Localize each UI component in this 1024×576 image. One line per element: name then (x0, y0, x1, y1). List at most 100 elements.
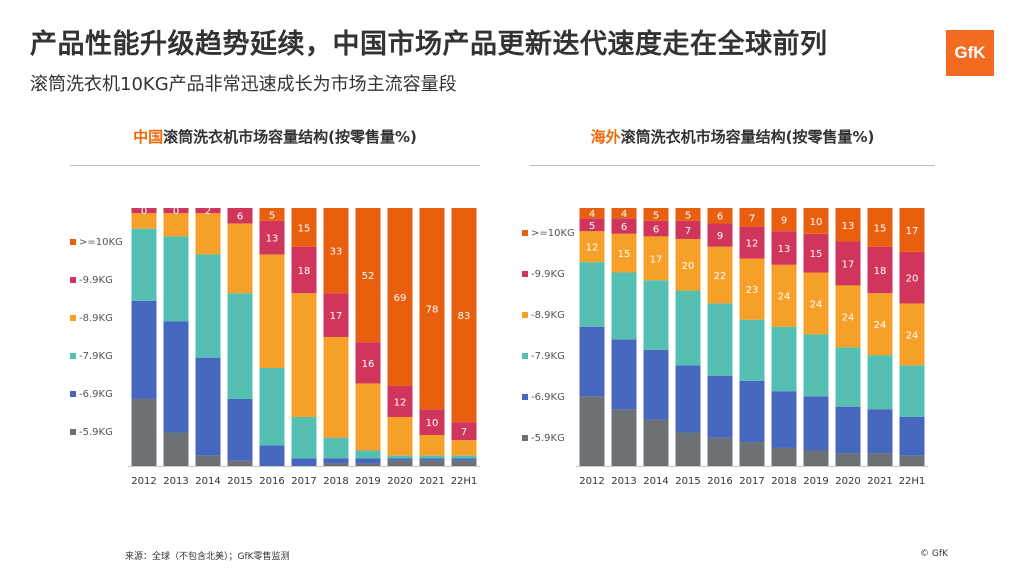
china-legend-label: -6.9KG (79, 389, 113, 400)
overseas-bar-segment (611, 208, 637, 219)
overseas-data-label: 12 (586, 243, 599, 254)
overseas-data-label: 4 (621, 209, 627, 220)
overseas-bar-segment (803, 450, 829, 466)
overseas-bar-segment (771, 208, 797, 232)
china-bar-segment (387, 386, 413, 417)
overseas-bar-segment (675, 290, 701, 366)
china-bar-segment (163, 236, 189, 322)
overseas-data-label: 5 (685, 210, 691, 221)
china-bar-segment (419, 455, 445, 459)
china-bar-segment (131, 398, 157, 466)
overseas-legend-swatch (522, 312, 528, 318)
china-bar-segment (227, 223, 253, 294)
overseas-data-label: 6 (621, 222, 627, 233)
overseas-bar-segment (707, 208, 733, 224)
overseas-data-label: 12 (746, 239, 759, 250)
overseas-x-tick-label: 2020 (835, 476, 860, 487)
china-legend-swatch (70, 429, 76, 435)
china-bar-segment (355, 463, 381, 466)
overseas-bar-segment (771, 231, 797, 265)
overseas-bar-segment (803, 272, 829, 335)
china-bar-segment (419, 460, 445, 466)
overseas-bar-segment (899, 251, 925, 304)
overseas-bar-segment (675, 238, 701, 291)
overseas-data-label: 15 (810, 249, 823, 260)
overseas-x-tick-label: 22H1 (899, 476, 926, 487)
china-data-label: 5 (269, 210, 275, 221)
china-x-tick-label: 22H1 (451, 476, 478, 487)
china-bar-segment (227, 208, 253, 224)
overseas-data-label: 18 (874, 266, 887, 277)
china-bar-segment (419, 208, 445, 410)
overseas-bar-segment (835, 285, 861, 348)
china-x-tick-label: 2021 (419, 476, 444, 487)
china-legend-label: -7.9KG (79, 351, 113, 362)
china-x-tick-label: 2016 (259, 476, 284, 487)
china-legend-swatch (70, 239, 76, 245)
overseas-bar-segment (867, 409, 893, 454)
china-bar-segment (195, 455, 221, 466)
overseas-bar-segment (707, 223, 733, 247)
china-legend-label: -9.9KG (79, 275, 113, 286)
china-data-label: 0 (141, 206, 147, 217)
overseas-bar-segment (707, 375, 733, 438)
overseas-legend-swatch (522, 230, 528, 236)
china-bar-segment (227, 398, 253, 461)
china-data-label: 6 (237, 212, 243, 223)
china-bar-segment (227, 460, 253, 466)
china-bar-segment (451, 422, 477, 441)
china-data-label: 16 (362, 359, 375, 370)
china-bar-segment (259, 445, 285, 466)
china-x-tick-label: 2014 (195, 476, 220, 487)
overseas-data-label: 17 (842, 259, 855, 270)
china-data-label: 69 (394, 293, 407, 304)
china-bar-segment (323, 437, 349, 459)
overseas-bar-segment (835, 208, 861, 242)
china-x-tick-label: 2018 (323, 476, 348, 487)
china-bar-segment (451, 458, 477, 461)
overseas-data-label: 15 (618, 249, 631, 260)
china-bar-segment (355, 458, 381, 464)
overseas-legend-label: -5.9KG (531, 433, 565, 444)
china-bar-segment (131, 208, 157, 214)
china-bar-segment (355, 450, 381, 459)
overseas-x-tick-label: 2012 (579, 476, 604, 487)
overseas-data-label: 5 (589, 221, 595, 232)
source-note: 来源：全球（不包含北美）；GfK零售监测 (125, 552, 290, 562)
china-x-tick-label: 2013 (163, 476, 188, 487)
overseas-bar-segment (835, 406, 861, 454)
overseas-data-label: 7 (685, 226, 691, 237)
overseas-bar-segment (899, 365, 925, 417)
overseas-bar-segment (835, 453, 861, 466)
overseas-bar-segment (803, 233, 829, 273)
overseas-legend-label: -7.9KG (531, 351, 565, 362)
overseas-legend-label: >=10KG (531, 228, 575, 239)
overseas-bar-segment (643, 220, 669, 237)
overseas-bar-segment (579, 262, 605, 327)
china-data-label: 83 (458, 311, 471, 322)
overseas-x-tick-label: 2017 (739, 476, 764, 487)
overseas-data-label: 9 (717, 231, 723, 242)
overseas-x-tick-label: 2016 (707, 476, 732, 487)
china-bar-segment (291, 208, 317, 247)
china-bar-segment (323, 208, 349, 294)
china-bar-segment (131, 213, 157, 229)
china-bar-segment (291, 416, 317, 459)
china-data-label: 12 (394, 398, 407, 409)
china-bar-segment (419, 409, 445, 436)
overseas-bar-segment (611, 339, 637, 410)
china-bar-segment (355, 383, 381, 451)
overseas-bar-segment (611, 272, 637, 340)
overseas-x-tick-label: 2019 (803, 476, 828, 487)
overseas-bar-segment (899, 455, 925, 466)
overseas-bar-segment (643, 419, 669, 466)
overseas-bar-segment (739, 380, 765, 443)
china-x-tick-label: 2020 (387, 476, 412, 487)
china-chart-divider (70, 165, 480, 166)
china-bar-segment (355, 208, 381, 343)
china-bar-segment (387, 458, 413, 461)
overseas-data-label: 4 (589, 209, 595, 220)
china-x-tick-label: 2017 (291, 476, 316, 487)
china-legend-label: >=10KG (79, 237, 123, 248)
